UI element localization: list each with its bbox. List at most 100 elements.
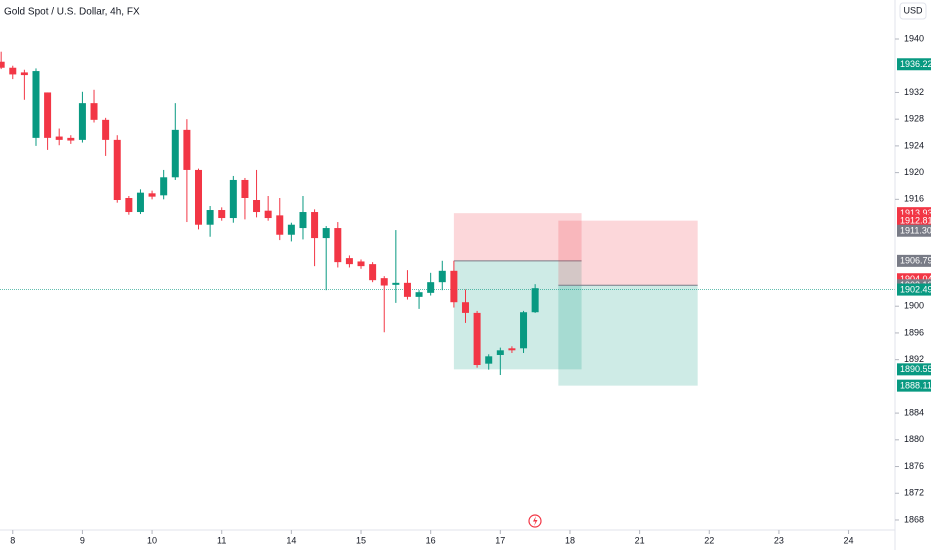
stop-zone xyxy=(453,213,582,261)
candle-body xyxy=(125,197,133,213)
price-label-box xyxy=(897,224,931,237)
candle-body xyxy=(241,179,249,198)
price-label-box xyxy=(897,214,931,227)
price-label: 1902.49 xyxy=(900,284,932,294)
candle-body xyxy=(264,210,272,219)
candle-body xyxy=(78,103,86,140)
x-tick-label: 14 xyxy=(286,535,296,545)
price-label-box xyxy=(897,379,931,392)
y-tick-label: 1880 xyxy=(904,434,924,444)
candle-body xyxy=(171,129,179,178)
candle-body xyxy=(276,215,284,235)
candle-body xyxy=(369,264,377,281)
x-tick-label: 8 xyxy=(10,535,15,545)
x-tick-label: 10 xyxy=(147,535,157,545)
candle-body xyxy=(67,137,75,141)
candle-body xyxy=(380,278,388,286)
y-tick-label: 1872 xyxy=(904,488,924,498)
candle-body xyxy=(44,92,52,138)
chart-title: Gold Spot / U.S. Dollar, 4h, FX xyxy=(4,7,140,18)
y-tick-label: 1932 xyxy=(904,87,924,97)
candle-body xyxy=(322,228,330,239)
candle-body xyxy=(0,61,5,68)
price-label: 1904.04 xyxy=(900,274,932,284)
candle-body xyxy=(90,103,98,120)
candle-body xyxy=(531,288,539,313)
candle-body xyxy=(473,312,481,366)
candle-body xyxy=(496,350,504,355)
candle-body xyxy=(311,212,319,239)
y-tick-label: 1940 xyxy=(904,33,924,43)
candle-body xyxy=(345,258,353,265)
candle-body xyxy=(218,210,226,219)
candle-body xyxy=(160,177,168,196)
candle-body xyxy=(287,224,295,235)
candle-body xyxy=(32,71,40,138)
price-label: 1890.55 xyxy=(900,364,932,374)
y-tick-label: 1892 xyxy=(904,354,924,364)
x-tick-label: 17 xyxy=(495,535,505,545)
currency-box[interactable] xyxy=(899,2,927,20)
y-tick-label: 1896 xyxy=(904,327,924,337)
price-label: 1936.22 xyxy=(900,59,932,69)
candle-body xyxy=(403,282,411,297)
x-tick-label: 22 xyxy=(704,535,714,545)
candle-body xyxy=(148,193,156,197)
candle-body xyxy=(438,270,446,283)
y-tick-label: 1884 xyxy=(904,407,924,417)
price-label-box xyxy=(897,58,931,71)
candle-body xyxy=(229,179,237,219)
x-tick-label: 15 xyxy=(356,535,366,545)
candle-body xyxy=(415,292,423,297)
x-tick-label: 11 xyxy=(217,535,226,545)
price-label-box xyxy=(897,363,931,376)
candle-body xyxy=(461,302,469,313)
x-tick-label: 18 xyxy=(565,535,575,545)
candle-body xyxy=(508,348,516,351)
price-label: 1888.11 xyxy=(900,381,932,391)
candle-body xyxy=(113,139,121,201)
candle-body xyxy=(253,200,261,213)
target-zone xyxy=(558,285,698,386)
price-label-box xyxy=(897,254,931,267)
price-label: 1906.79 xyxy=(900,256,932,266)
y-tick-label: 1900 xyxy=(904,301,924,311)
candle-body xyxy=(55,136,63,140)
y-tick-label: 1916 xyxy=(904,194,924,204)
x-tick-label: 16 xyxy=(426,535,436,545)
y-tick-label: 1876 xyxy=(904,461,924,471)
candle-body xyxy=(195,169,203,225)
x-tick-label: 21 xyxy=(635,535,645,545)
candle-body xyxy=(183,129,191,170)
price-label-box xyxy=(897,283,931,296)
y-tick-label: 1924 xyxy=(904,140,924,150)
candle-body xyxy=(299,212,307,229)
candle-body xyxy=(20,72,28,76)
price-label: 1913.93 xyxy=(900,208,932,218)
price-label: 1912.81 xyxy=(900,216,932,226)
y-tick-label: 1928 xyxy=(904,114,924,124)
currency[interactable]: USD xyxy=(903,5,923,15)
candle-body xyxy=(520,312,528,349)
x-tick-label: 23 xyxy=(774,535,784,545)
candle-body xyxy=(9,67,17,75)
y-tick-label: 1868 xyxy=(904,514,924,524)
plot-area xyxy=(0,51,895,386)
candle-body xyxy=(357,261,365,267)
candle-body xyxy=(136,192,144,213)
alert-icon[interactable] xyxy=(528,514,542,528)
candle-body xyxy=(450,270,458,303)
candle-body xyxy=(206,210,214,225)
stop-zone xyxy=(558,220,698,286)
price-label: 1911.30 xyxy=(900,226,932,236)
candle-body xyxy=(485,356,493,364)
candle-body xyxy=(427,282,435,293)
x-tick-label: 24 xyxy=(844,535,854,545)
y-tick-label: 1920 xyxy=(904,167,924,177)
candle-body xyxy=(334,228,342,263)
x-tick-label: 9 xyxy=(80,535,85,545)
candle-body xyxy=(102,119,110,140)
candle-body xyxy=(392,282,400,285)
